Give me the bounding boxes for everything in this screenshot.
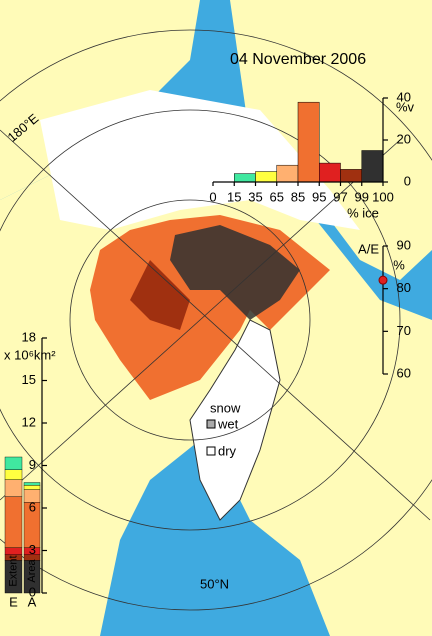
y-axis-label: %v <box>396 99 415 114</box>
sea-ice-core <box>170 225 300 320</box>
y-tick-label: 40 <box>397 89 411 104</box>
x-tick-label: 97 <box>333 189 347 204</box>
histogram-bar <box>255 171 277 183</box>
y-tick-label: 70 <box>397 323 411 338</box>
snow-label: snow <box>210 400 241 415</box>
y-axis-label: x 10⁶km² <box>4 347 56 362</box>
y-tick-label: 18 <box>22 329 36 344</box>
y-tick-label: 60 <box>397 365 411 380</box>
dry-label: dry <box>218 443 237 458</box>
stacked-bar-segment <box>4 496 23 548</box>
graticule <box>0 29 432 611</box>
greenland <box>189 319 281 521</box>
stacked-bar-segment <box>23 485 41 490</box>
histogram-bar <box>276 164 299 183</box>
land <box>230 0 432 280</box>
stacked-bar-segment <box>4 479 23 497</box>
y-tick-label: 9 <box>29 457 36 472</box>
histogram-bar <box>234 173 256 183</box>
y-tick-label: 90 <box>397 237 411 252</box>
histogram-bar <box>361 150 384 183</box>
ratio-marker <box>378 275 388 285</box>
x-axis-label: % ice <box>347 205 379 220</box>
stacked-bar-segment <box>4 469 23 480</box>
bar-label: Extent <box>7 555 19 586</box>
wet-label: wet <box>217 416 239 431</box>
x-tick-label: 0 <box>209 189 216 204</box>
stacked-bar-segment <box>23 482 41 486</box>
sea-ice-core <box>130 260 190 330</box>
x-tick-label: E <box>9 594 18 609</box>
title: 04 November 2006 <box>230 51 366 68</box>
histogram-bar <box>319 162 341 183</box>
dry-swatch <box>206 446 216 456</box>
x-tick-label: 95 <box>312 189 326 204</box>
x-tick-label: 85 <box>291 189 305 204</box>
y-tick-label: 80 <box>397 280 411 295</box>
ratio-label: A/E <box>358 241 379 256</box>
x-tick-label: 99 <box>355 189 369 204</box>
bar-label: Area <box>26 559 38 583</box>
x-tick-label: 15 <box>227 189 241 204</box>
y-tick-label: 3 <box>29 542 36 557</box>
wet-swatch <box>206 419 216 429</box>
latitude-label: 50°N <box>200 576 229 591</box>
y-tick-label: 15 <box>22 372 36 387</box>
y-tick-label: 0 <box>404 173 411 188</box>
histogram-bar <box>297 101 320 183</box>
y-tick-label: 12 <box>22 414 36 429</box>
x-tick-label: A <box>28 594 37 609</box>
stacked-bar-segment <box>4 456 23 470</box>
y-tick-label: 0 <box>29 584 36 599</box>
snow-cover <box>40 90 360 230</box>
y-tick-label: 6 <box>29 499 36 514</box>
ratio-unit: % <box>393 257 405 272</box>
x-tick-label: 35 <box>248 189 262 204</box>
stacked-bar-segment <box>4 547 23 555</box>
y-tick-label: 20 <box>397 131 411 146</box>
x-tick-label: 65 <box>270 189 284 204</box>
x-tick-label: 100 <box>372 189 394 204</box>
histogram-bar <box>340 169 362 183</box>
